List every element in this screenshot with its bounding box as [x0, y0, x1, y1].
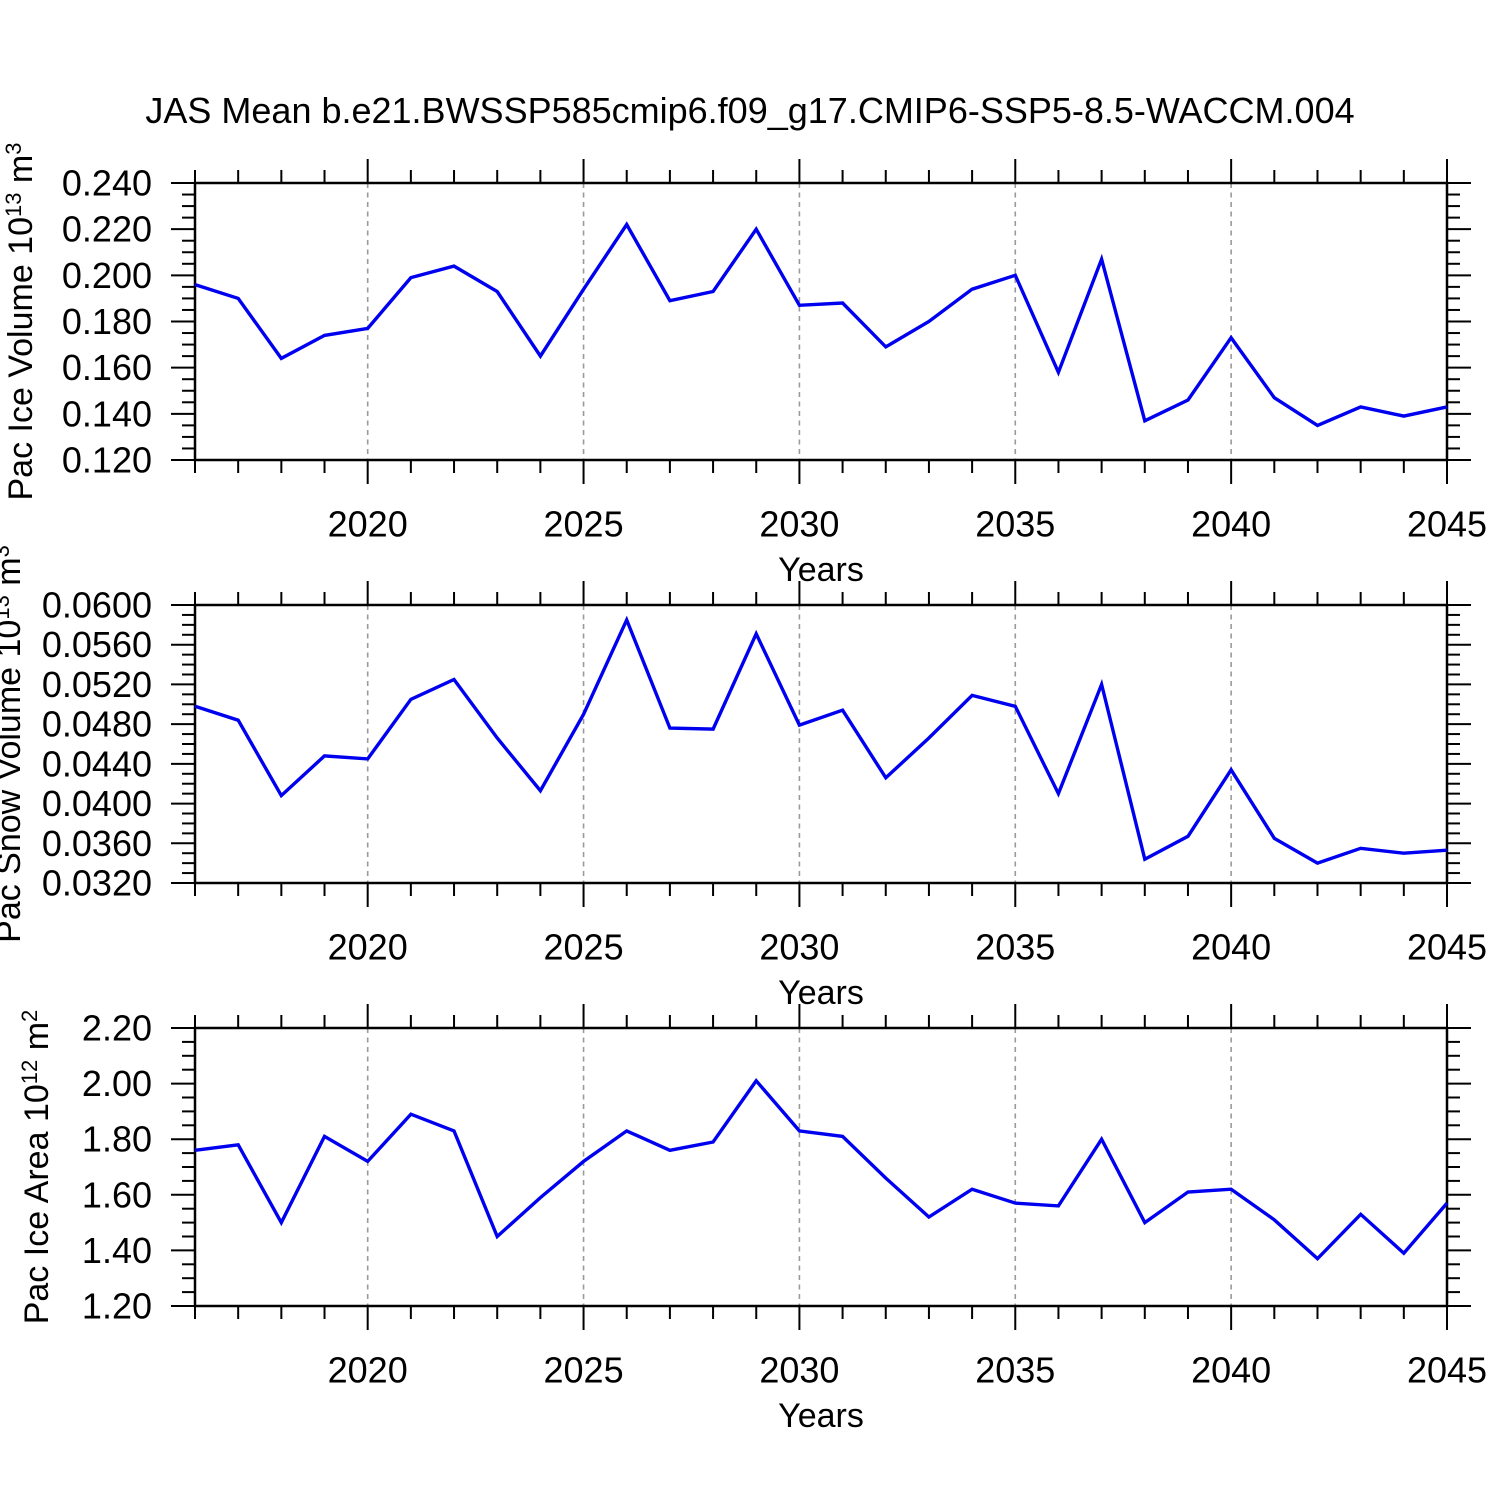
x-tick-label: 2040 [1191, 1350, 1271, 1391]
y-tick-label: 0.0400 [42, 783, 152, 824]
plot-border [193, 181, 1449, 462]
x-tick-label: 2025 [544, 927, 624, 968]
x-axis-title: Years [778, 551, 864, 589]
series-line [194, 615, 1448, 865]
y-tick-label: 0.0520 [42, 664, 152, 705]
y-tick-label: 0.220 [62, 209, 152, 250]
y-tick-label: 2.20 [82, 1008, 152, 1049]
y-tick-label: 0.120 [62, 440, 152, 481]
panel-pac-ice-area: 1.20 1.40 1.60 1.80 2.00 2.20 2020 2025 2030 2035… [17, 1004, 1487, 1435]
y-tick-label: 0.0480 [42, 704, 152, 745]
plot-border [193, 603, 1449, 885]
panel-pac-snow-volume: 0.03200.03600.04000.04400.04800.05200.05… [0, 545, 1487, 1012]
x-tick-label: 2020 [328, 1350, 408, 1391]
series-line [194, 1078, 1449, 1262]
x-tick-label: 2030 [759, 1350, 839, 1391]
x-tick-label: 2035 [975, 927, 1055, 968]
y-axis-title: Pac Snow Volume 1013 m3 [0, 545, 28, 943]
x-tick-label: 2030 [759, 927, 839, 968]
y-tick-label: 0.180 [62, 301, 152, 342]
y-tick-label: 0.0320 [42, 863, 152, 904]
y-tick-label: 0.140 [62, 393, 152, 434]
x-tick-label: 2020 [328, 927, 408, 968]
y-tick-label: 0.240 [62, 163, 152, 204]
y-tick-label: 1.20 [82, 1286, 152, 1327]
x-tick-label: 2040 [1191, 927, 1271, 968]
figure-title: JAS Mean b.e21.BWSSP585cmip6.f09_g17.CMI… [145, 90, 1355, 131]
y-tick-label: 1.60 [82, 1174, 152, 1215]
x-tick-label: 2025 [544, 504, 624, 545]
plot-border [193, 1026, 1449, 1308]
x-tick-label: 2025 [544, 1350, 624, 1391]
y-tick-label: 0.200 [62, 255, 152, 296]
x-tick-label: 2045 [1407, 1350, 1487, 1391]
y-tick-label: 0.0440 [42, 743, 152, 784]
x-axis-title: Years [778, 974, 864, 1012]
x-tick-label: 2035 [975, 1350, 1055, 1391]
x-tick-label: 2045 [1407, 927, 1487, 968]
series-line [194, 221, 1448, 428]
x-tick-label: 2045 [1407, 504, 1487, 545]
x-tick-label: 2020 [328, 504, 408, 545]
x-axis-title: Years [778, 1397, 864, 1435]
y-axis-title: Pac Ice Area 1012 m2 [17, 1010, 56, 1325]
y-tick-label: 0.0360 [42, 823, 152, 864]
y-tick-label: 2.00 [82, 1063, 152, 1104]
y-tick-label: 0.160 [62, 347, 152, 388]
y-axis-title: Pac Ice Volume 1013 m3 [1, 142, 40, 500]
panel-pac-ice-volume: 0.120 0.140 0.160 0.180 0.200 0.220 0.240 2020 2… [1, 142, 1487, 589]
y-tick-label: 1.40 [82, 1230, 152, 1271]
x-tick-label: 2040 [1191, 504, 1271, 545]
y-tick-label: 0.0600 [42, 585, 152, 626]
x-tick-label: 2035 [975, 504, 1055, 545]
y-tick-label: 1.80 [82, 1119, 152, 1160]
y-tick-label: 0.0560 [42, 624, 152, 665]
x-tick-label: 2030 [759, 504, 839, 545]
